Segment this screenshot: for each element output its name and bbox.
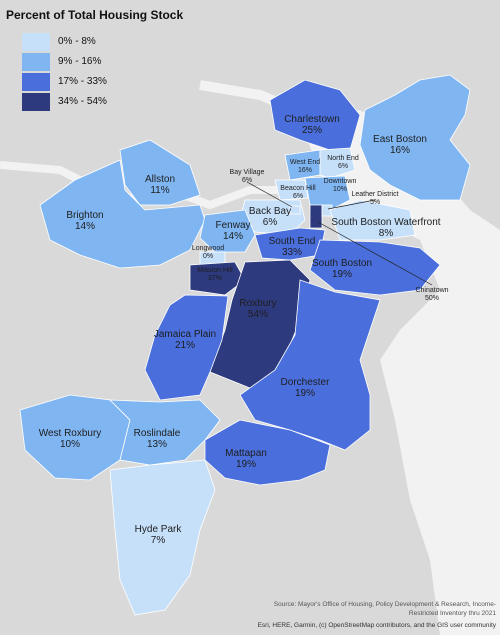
neighborhood-value: 10% bbox=[333, 186, 347, 193]
neighborhood-value: 14% bbox=[75, 221, 95, 232]
legend-label: 0% - 8% bbox=[58, 36, 96, 47]
neighborhood-name: South End bbox=[269, 236, 316, 247]
neighborhood-value: 7% bbox=[151, 535, 166, 546]
region-allston bbox=[119, 139, 201, 206]
neighborhood-name: Roxbury bbox=[239, 298, 276, 309]
region-downtown bbox=[304, 175, 351, 211]
neighborhood-value: 6% bbox=[242, 177, 252, 184]
map-attribution: Esri, HERE, Garmin, (c) OpenStreetMap co… bbox=[257, 622, 496, 629]
legend-item: 9% - 16% bbox=[22, 52, 107, 71]
region-dorchester bbox=[239, 279, 381, 451]
legend-label: 17% - 33% bbox=[58, 76, 107, 87]
neighborhood-name: Downtown bbox=[324, 178, 357, 185]
neighborhood-value: 37% bbox=[208, 275, 222, 282]
neighborhood-name: Bay Village bbox=[230, 169, 265, 176]
legend-title: Percent of Total Housing Stock bbox=[6, 8, 184, 22]
harbor-water bbox=[300, 110, 500, 635]
region-east-boston bbox=[359, 74, 471, 201]
neighborhood-name: South Boston Waterfront bbox=[331, 217, 440, 228]
source-note: Source: Mayor's Office of Housing, Polic… bbox=[273, 601, 496, 617]
legend-swatch bbox=[22, 52, 50, 71]
neighborhood-name: East Boston bbox=[373, 134, 427, 145]
neighborhood-value: 19% bbox=[332, 269, 352, 280]
neighborhood-name: Jamaica Plain bbox=[154, 329, 216, 340]
neighborhood-name: Chinatown bbox=[415, 287, 448, 294]
neighborhood-value: 54% bbox=[248, 309, 268, 320]
legend-item: 0% - 8% bbox=[22, 32, 107, 51]
neighborhood-value: 33% bbox=[282, 247, 302, 258]
leader-line bbox=[246, 181, 293, 208]
neighborhood-value: 16% bbox=[298, 167, 312, 174]
neighborhood-value: 21% bbox=[175, 340, 195, 351]
neighborhood-value: 6% bbox=[293, 193, 303, 200]
neighborhood-name: Mattapan bbox=[225, 448, 267, 459]
neighborhood-name: Beacon Hill bbox=[280, 185, 316, 192]
leader-line bbox=[327, 199, 376, 210]
legend-label: 9% - 16% bbox=[58, 56, 102, 67]
legend-label: 34% - 54% bbox=[58, 96, 107, 107]
neighborhood-value: 10% bbox=[60, 439, 80, 450]
neighborhood-value: 16% bbox=[390, 145, 410, 156]
neighborhood-value: 8% bbox=[379, 228, 394, 239]
neighborhood-value: 0% bbox=[203, 253, 213, 260]
neighborhood-value: 19% bbox=[236, 459, 256, 470]
legend-item: 17% - 33% bbox=[22, 72, 107, 91]
leader-line bbox=[317, 221, 433, 286]
region-fenway bbox=[199, 209, 256, 253]
region-roslindale bbox=[108, 399, 221, 466]
neighborhood-name: Dorchester bbox=[281, 377, 331, 388]
region-bay-village bbox=[289, 205, 301, 215]
neighborhood-name: South Boston bbox=[312, 258, 372, 269]
neighborhood-name: Charlestown bbox=[284, 114, 340, 125]
neighborhood-value: 25% bbox=[302, 125, 322, 136]
neighborhood-value: 6% bbox=[338, 163, 348, 170]
neighborhood-name: Longwood bbox=[192, 245, 224, 252]
region-mattapan bbox=[204, 419, 331, 486]
region-chinatown bbox=[309, 204, 323, 229]
neighborhood-value: 6% bbox=[263, 217, 278, 228]
legend-item: 34% - 54% bbox=[22, 92, 107, 111]
neighborhood-name: West End bbox=[290, 159, 320, 166]
legend-swatch bbox=[22, 32, 50, 51]
region-hyde-park bbox=[109, 459, 216, 616]
legend: 0% - 8% 9% - 16% 17% - 33% 34% - 54% bbox=[22, 32, 107, 112]
neighborhood-value: 19% bbox=[295, 388, 315, 399]
region-north-end bbox=[319, 147, 356, 179]
neighborhood-value: 50% bbox=[425, 295, 439, 302]
region-jamaica-plain bbox=[144, 294, 229, 401]
neighborhood-name: North End bbox=[327, 155, 359, 162]
neighborhood-name: Back Bay bbox=[249, 206, 291, 217]
neighborhood-name: Allston bbox=[145, 174, 175, 185]
neighborhood-name: Hyde Park bbox=[135, 524, 183, 535]
neighborhood-name: West Roxbury bbox=[39, 428, 102, 439]
region-beacon-hill bbox=[274, 179, 309, 201]
region-south-boston-waterfront bbox=[329, 199, 416, 241]
neighborhood-name: Roslindale bbox=[134, 428, 181, 439]
neighborhood-name: Brighton bbox=[66, 210, 103, 221]
neighborhood-value: 14% bbox=[223, 231, 243, 242]
region-mission-hill bbox=[189, 261, 246, 296]
legend-swatch bbox=[22, 72, 50, 91]
neighborhood-name: Fenway bbox=[215, 220, 250, 231]
neighborhood-value: 13% bbox=[147, 439, 167, 450]
region-south-boston bbox=[309, 239, 441, 296]
neighborhood-name: Mission Hill bbox=[197, 267, 233, 274]
neighborhood-value: 5% bbox=[370, 199, 380, 206]
legend-swatch bbox=[22, 92, 50, 111]
neighborhood-name: Leather District bbox=[351, 191, 398, 198]
neighborhood-value: 11% bbox=[150, 185, 169, 196]
